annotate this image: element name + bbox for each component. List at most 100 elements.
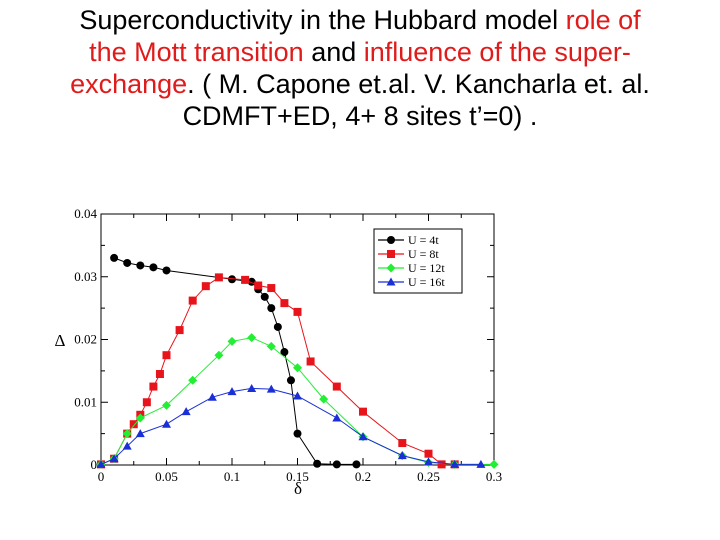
data-point [162, 351, 171, 360]
title-text: . ( M. Capone et.al. V. Kancharla et. al… [187, 69, 650, 99]
data-point [228, 275, 236, 284]
data-point [313, 459, 322, 468]
data-point [267, 304, 276, 313]
data-point [273, 322, 282, 331]
x-tick-label: 0.25 [417, 469, 440, 484]
title-text: and [303, 37, 364, 67]
data-point [129, 420, 138, 429]
chart-axes: 0 0.05 0.1 0.15 0.2 0.25 0.3 0 0.01 0.02 0.03 0.04 [74, 206, 502, 484]
data-point [201, 282, 210, 291]
data-point [280, 299, 289, 308]
title-highlight: exchange [70, 69, 188, 99]
data-point [397, 451, 407, 460]
title-line-4: CDMFT+ED, 4+ 8 sites t’=0) . [0, 100, 720, 132]
data-point [319, 394, 329, 404]
series-line [113, 257, 357, 465]
x-tick-label: 0.1 [224, 469, 240, 484]
data-point [149, 382, 158, 391]
data-point [136, 261, 145, 270]
legend-marker [386, 277, 396, 286]
data-point [149, 263, 158, 272]
data-point [332, 382, 341, 391]
data-point [122, 441, 132, 450]
data-point [96, 459, 106, 468]
title-highlight: the Mott transition [89, 37, 304, 67]
data-point [306, 357, 315, 366]
data-point [241, 275, 250, 284]
series-line [100, 337, 494, 465]
data-point [123, 258, 132, 267]
data-point [332, 460, 341, 469]
data-point [254, 281, 263, 290]
data-point [352, 460, 361, 469]
x-tick-label: 0.2 [355, 469, 371, 484]
chart-series-layer [96, 253, 499, 469]
data-point [135, 413, 145, 423]
data-point [450, 459, 460, 468]
series-line [100, 387, 481, 465]
data-point [398, 439, 407, 448]
title-text: Superconductivity in the Hubbard model [79, 5, 566, 35]
data-point [293, 363, 302, 373]
data-point [188, 375, 198, 385]
x-tick-label: 0.15 [286, 469, 309, 484]
x-axis-label: δ [294, 479, 302, 498]
data-point [247, 383, 257, 392]
data-point [424, 457, 433, 466]
x-tick-label: 0 [98, 469, 105, 484]
x-tick-label: 0.3 [486, 469, 502, 484]
data-point [437, 460, 446, 469]
title-highlight: role of [565, 5, 641, 35]
title-line-3: exchange. ( M. Capone et.al. V. Kancharl… [0, 68, 720, 100]
legend-marker [387, 236, 395, 244]
data-point [227, 387, 237, 396]
x-tick-label: 0.05 [155, 469, 178, 484]
data-point [266, 341, 276, 351]
data-point [181, 407, 191, 416]
data-point [162, 266, 171, 275]
data-point [489, 459, 499, 469]
y-tick-label: 0.03 [74, 269, 97, 284]
data-point [293, 429, 302, 438]
y-tick-label: 0.02 [74, 332, 97, 347]
series-3 [96, 333, 499, 469]
data-point [188, 296, 197, 305]
series-line [100, 276, 455, 465]
legend-marker [386, 263, 396, 273]
series-2 [97, 273, 459, 469]
title-line-1: Superconductivity in the Hubbard model r… [0, 4, 720, 36]
series-1 [110, 253, 361, 469]
data-point [280, 348, 289, 357]
legend-label: U = 4t [408, 233, 439, 247]
data-point [424, 449, 433, 458]
data-point [332, 413, 342, 422]
data-point [162, 419, 171, 428]
data-point [214, 350, 224, 360]
y-axis-label: Δ [55, 331, 66, 350]
data-point [286, 376, 295, 385]
title-line-2: the Mott transition and influence of the… [0, 36, 720, 68]
data-point [155, 370, 164, 379]
y-tick-label: 0.01 [74, 394, 97, 409]
data-point [359, 407, 367, 416]
legend-marker [387, 250, 395, 258]
data-point [135, 429, 145, 438]
data-point [175, 326, 184, 335]
data-point [142, 398, 151, 407]
data-point [162, 400, 171, 410]
series-4 [96, 383, 486, 468]
slide-title: Superconductivity in the Hubbard model r… [0, 4, 720, 132]
legend-label: U = 16t [408, 275, 445, 289]
data-point [227, 336, 237, 346]
y-tick-label: 0 [91, 457, 98, 472]
title-text: CDMFT+ED, 4+ 8 sites t’=0) . [182, 101, 538, 131]
data-point [122, 429, 132, 439]
data-point [267, 284, 276, 293]
data-point [266, 384, 276, 393]
data-point [110, 253, 119, 262]
y-tick-label: 0.04 [74, 206, 97, 221]
data-point [476, 459, 486, 468]
legend-label: U = 8t [408, 247, 439, 261]
data-point [358, 432, 368, 441]
